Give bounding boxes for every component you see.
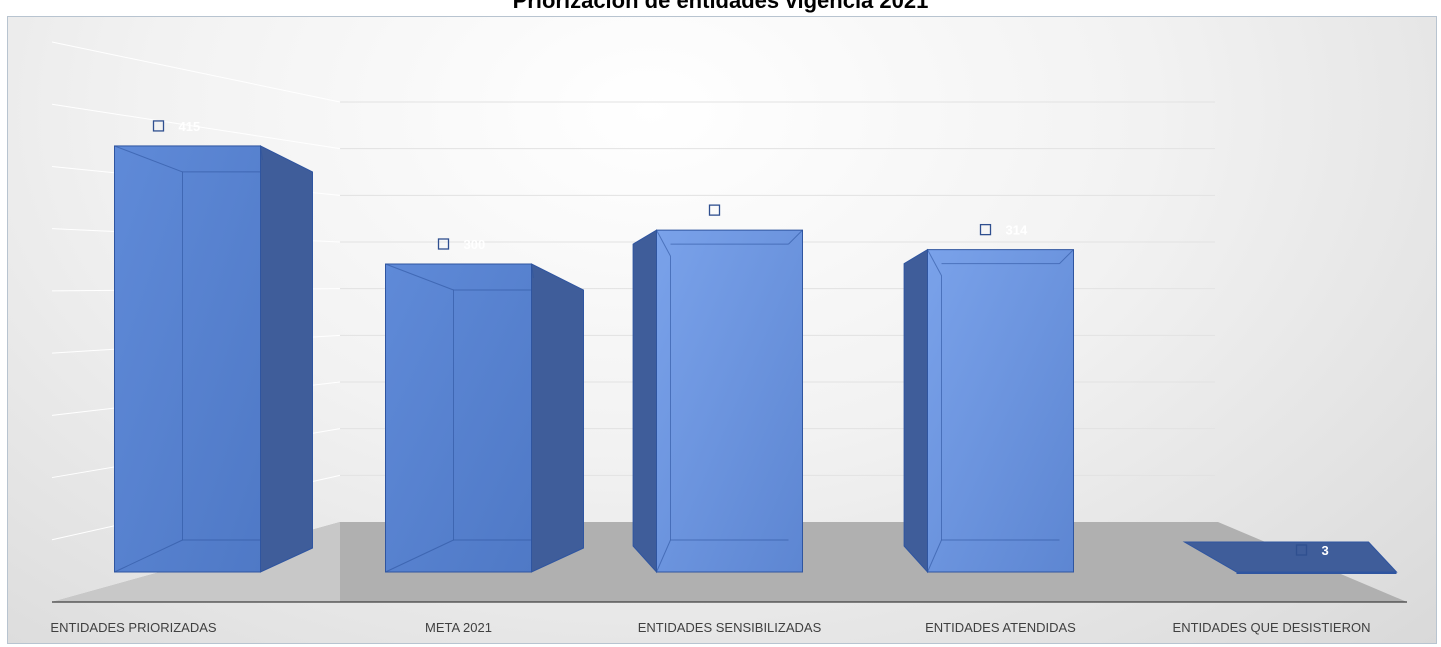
bar-side bbox=[531, 263, 584, 573]
data-label-marker bbox=[979, 223, 992, 236]
bar-side bbox=[903, 248, 928, 574]
bar-1 bbox=[114, 145, 313, 573]
bar-side bbox=[632, 229, 657, 574]
bar-front bbox=[1236, 572, 1397, 574]
bar-inner-edge bbox=[656, 229, 671, 573]
data-label-marker bbox=[708, 204, 721, 216]
category-label: ENTIDADES QUE DESISTIERON bbox=[1173, 620, 1371, 635]
bar-inner-edge bbox=[385, 263, 454, 573]
bar-front bbox=[656, 229, 803, 573]
data-label: 3 bbox=[1322, 543, 1329, 558]
bar-2 bbox=[385, 263, 584, 573]
bar-front bbox=[385, 263, 532, 573]
left-wall-gridline bbox=[51, 103, 341, 150]
category-label: ENTIDADES ATENDIDAS bbox=[925, 620, 1076, 635]
bar-4 bbox=[903, 248, 1074, 574]
data-label: 415 bbox=[179, 119, 201, 134]
bar-3 bbox=[632, 229, 803, 574]
bar-front bbox=[927, 249, 1074, 573]
left-wall-gridline bbox=[51, 41, 341, 103]
bar-front bbox=[114, 145, 261, 573]
bar-5 bbox=[1182, 541, 1398, 574]
bar-inner-edge bbox=[531, 263, 534, 279]
chart-title: Priorización de entidades vigencia 2021 bbox=[512, 0, 929, 13]
bar-inner-edge bbox=[260, 145, 263, 161]
bar-side bbox=[260, 145, 313, 573]
data-label-marker bbox=[1295, 544, 1308, 556]
bar-inner-edge bbox=[788, 229, 803, 245]
category-label: ENTIDADES SENSIBILIZADAS bbox=[638, 620, 822, 635]
category-label: ENTIDADES PRIORIZADAS bbox=[50, 620, 216, 635]
category-label: META 2021 bbox=[425, 620, 492, 635]
data-label: 300 bbox=[464, 237, 486, 252]
bar-inner-edge bbox=[114, 145, 183, 573]
data-label: 314 bbox=[1006, 223, 1028, 238]
bar-inner-edge bbox=[927, 249, 942, 573]
bar-inner-edge bbox=[1059, 249, 1074, 264]
data-label-marker bbox=[437, 238, 450, 250]
data-label-marker bbox=[152, 120, 165, 132]
